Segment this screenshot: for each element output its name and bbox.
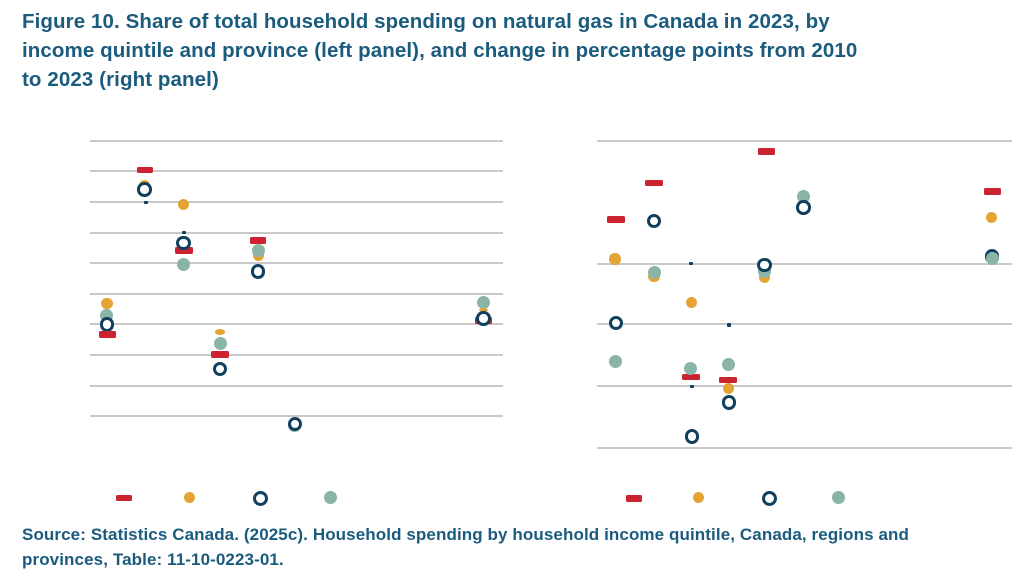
white-ring-marker: [608, 315, 624, 331]
gridline: [90, 170, 503, 173]
gold-circle-marker: [478, 307, 488, 312]
gridline: [90, 354, 503, 356]
white-ring-marker: [250, 264, 266, 279]
red-dash-marker: [625, 495, 642, 502]
gridline: [90, 323, 503, 326]
red-dash-marker: [983, 188, 1001, 195]
white-ring-marker: [684, 429, 700, 444]
gridline: [90, 292, 503, 295]
gold-circle-marker: [685, 296, 698, 309]
teal-circle-marker: [683, 361, 697, 375]
white-ring-marker: [137, 182, 152, 197]
teal-circle-marker: [608, 354, 622, 368]
white-ring-marker: [99, 317, 115, 332]
gold-circle-marker: [177, 198, 190, 211]
teal-circle-marker: [721, 357, 735, 371]
gold-circle-marker: [215, 329, 226, 335]
white-ring-marker: [761, 490, 777, 506]
red-dash-marker: [250, 237, 267, 244]
teal-circle-marker: [985, 251, 999, 265]
gold-circle-marker: [609, 253, 621, 265]
red-dash-marker: [607, 216, 625, 223]
red-dash-marker: [681, 373, 700, 381]
white-ring-marker: [212, 361, 228, 377]
gridline: [597, 262, 1012, 265]
source-note-line-2: provinces, Table: 11-10-0223-01.: [22, 550, 284, 569]
gridline: [90, 415, 503, 418]
figure-title-line-1: Figure 10. Share of total household spen…: [22, 10, 830, 33]
source-note-line-1: Source: Statistics Canada. (2025c). Hous…: [22, 525, 910, 544]
white-ring-marker: [253, 490, 268, 506]
gold-circle-marker: [183, 492, 195, 504]
red-dash-marker: [757, 148, 775, 155]
navy-tick-marker: [181, 230, 186, 235]
gold-circle-marker: [101, 297, 113, 310]
red-dash-marker: [136, 166, 153, 174]
gold-circle-marker: [722, 382, 735, 395]
source-note: Source: Statistics Canada. (2025c). Hous…: [22, 522, 1002, 572]
gridline: [597, 385, 1012, 387]
teal-circle-marker: [251, 244, 265, 258]
gridline: [90, 231, 503, 234]
teal-circle-marker: [477, 295, 490, 309]
gridline: [597, 323, 1012, 325]
red-dash-marker: [174, 247, 193, 254]
gold-circle-marker: [985, 211, 998, 224]
gridline: [597, 140, 1012, 142]
navy-tick-marker: [143, 200, 148, 205]
gridline: [90, 262, 503, 265]
gridline: [597, 446, 1012, 449]
teal-circle-marker: [831, 491, 845, 505]
red-dash-marker: [211, 351, 229, 358]
teal-circle-marker: [213, 337, 227, 350]
figure-title-line-2: income quintile and province (left panel…: [22, 39, 858, 62]
navy-tick-marker: [688, 261, 693, 266]
gridline: [90, 201, 503, 203]
gridline: [90, 139, 503, 142]
teal-circle-marker: [647, 265, 661, 279]
white-ring-marker: [796, 200, 811, 215]
red-dash-marker: [99, 331, 116, 338]
figure-title: Figure 10. Share of total household spen…: [22, 7, 1002, 94]
navy-tick-marker: [726, 323, 731, 327]
teal-circle-marker: [177, 258, 191, 271]
gridline: [90, 384, 503, 387]
white-ring-marker: [287, 416, 303, 432]
white-ring-marker: [476, 311, 491, 326]
white-ring-marker: [646, 213, 662, 229]
white-ring-marker: [757, 257, 772, 273]
white-ring-marker: [721, 395, 737, 410]
white-ring-marker: [176, 235, 191, 251]
teal-circle-marker: [796, 190, 810, 204]
teal-circle-marker: [323, 491, 337, 505]
navy-tick-marker: [690, 384, 694, 389]
gold-circle-marker: [692, 492, 704, 504]
red-dash-marker: [719, 376, 738, 384]
red-dash-marker: [116, 494, 132, 502]
red-dash-marker: [645, 179, 663, 187]
figure-title-line-3: to 2023 (right panel): [22, 68, 219, 91]
